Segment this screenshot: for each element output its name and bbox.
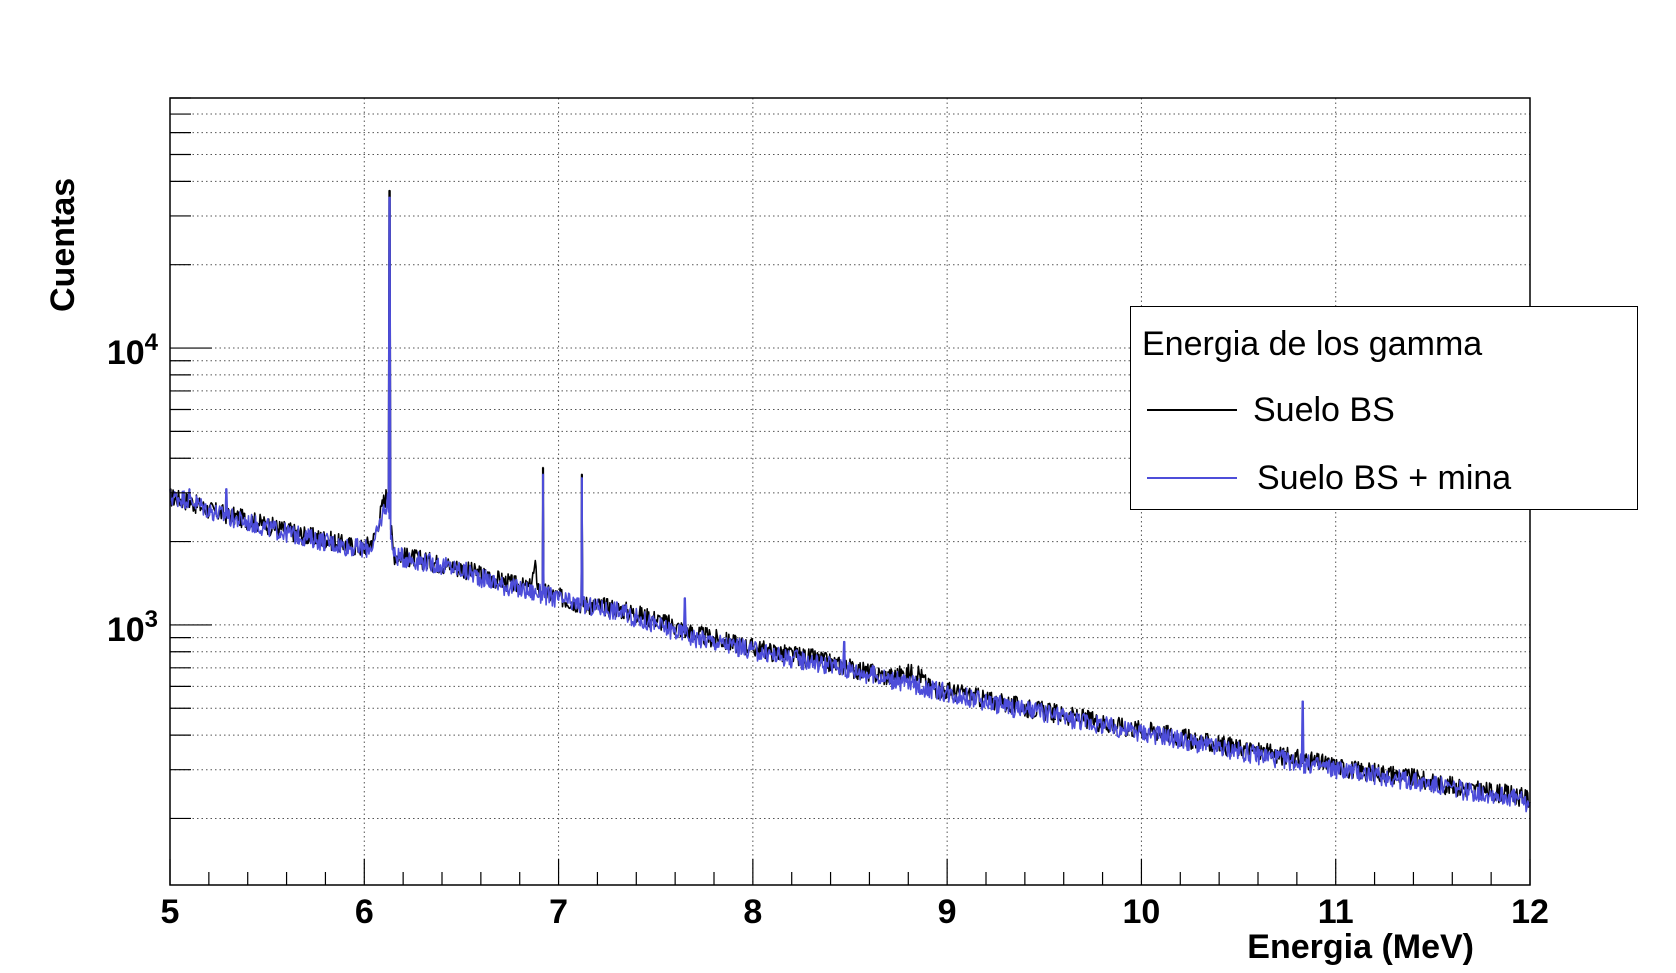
- legend-swatch-blue: [1147, 477, 1237, 479]
- series-layer: [169, 189, 1531, 813]
- legend-swatch-black: [1147, 409, 1237, 411]
- legend-entry-suelo-bs-mina: Suelo BS + mina: [1131, 458, 1637, 498]
- x-tick-label: 5: [161, 893, 180, 931]
- legend-label: Suelo BS + mina: [1257, 459, 1512, 497]
- x-tick-labels: 5 6 7 8 9 10 11 12: [161, 893, 1549, 931]
- y-tick-base: 10: [107, 611, 145, 649]
- y-tick-base: 10: [107, 334, 145, 372]
- x-tick-label: 12: [1511, 893, 1549, 931]
- x-tick-label: 6: [355, 893, 374, 931]
- legend-entry-suelo-bs: Suelo BS: [1131, 390, 1637, 430]
- legend: Energia de los gamma Suelo BS Suelo BS +…: [1130, 306, 1638, 510]
- x-tick-label: 8: [743, 893, 762, 931]
- y-tick-label: 104: [107, 329, 159, 372]
- x-tick-label: 7: [549, 893, 568, 931]
- legend-title: Energia de los gamma: [1142, 325, 1483, 363]
- x-tick-label: 10: [1123, 893, 1161, 931]
- y-axis-title: Cuentas: [44, 178, 82, 312]
- x-axis-title: Energia (MeV): [1247, 928, 1474, 966]
- y-tick-exponent: 4: [145, 329, 159, 356]
- y-tick-label: 103: [107, 606, 158, 649]
- legend-label: Suelo BS: [1253, 391, 1395, 429]
- x-tick-label: 9: [938, 893, 957, 931]
- y-tick-exponent: 3: [145, 606, 158, 633]
- x-tick-label: 11: [1318, 893, 1354, 931]
